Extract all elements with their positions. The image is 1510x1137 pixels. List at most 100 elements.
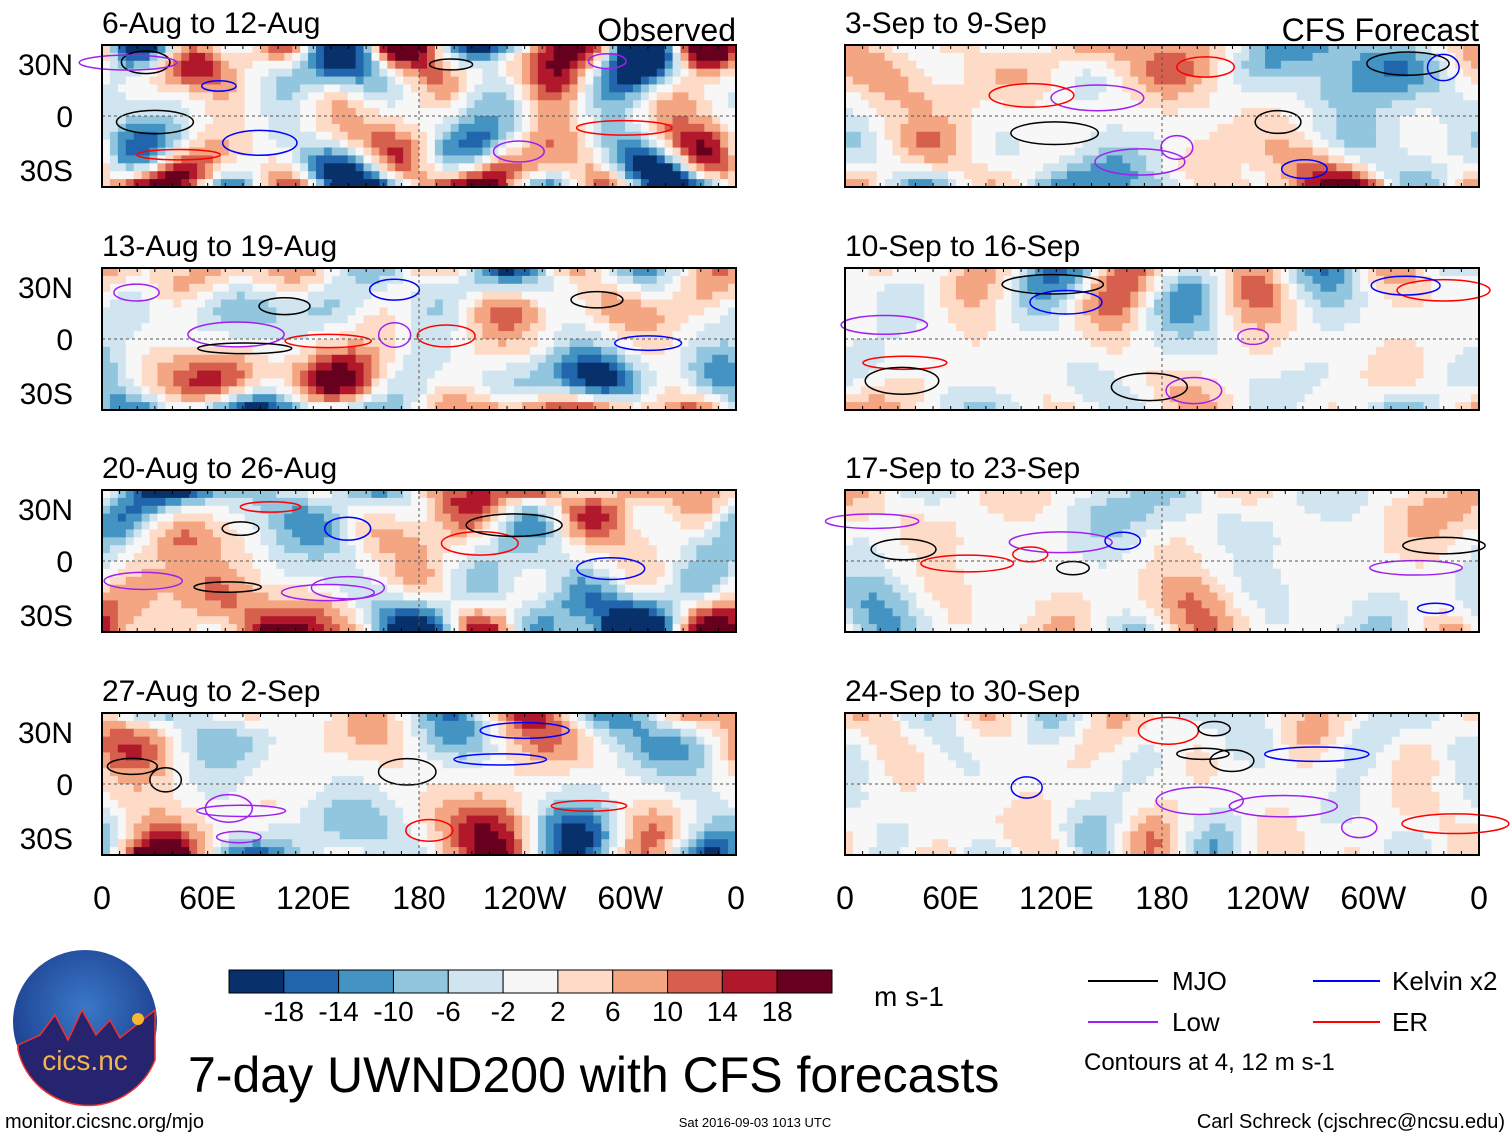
heatmap-cell — [720, 84, 729, 93]
heatmap-cell — [284, 331, 293, 340]
heatmap-cell — [411, 505, 420, 515]
heatmap-cell — [704, 291, 713, 301]
heatmap-cell — [355, 92, 365, 101]
heatmap-cell — [625, 608, 634, 617]
heatmap-cell — [323, 291, 333, 301]
heatmap-cell — [450, 744, 460, 754]
heatmap-cell — [648, 624, 658, 633]
heatmap-cell — [466, 490, 476, 499]
heatmap-cell — [672, 505, 682, 515]
heatmap-cell — [102, 728, 111, 738]
heatmap-cell — [498, 179, 507, 188]
heatmap-cell — [482, 45, 491, 54]
heatmap-cell — [292, 513, 301, 523]
heatmap-cell — [712, 386, 721, 395]
heatmap-cell — [434, 299, 444, 309]
heatmap-cell — [704, 346, 713, 356]
heatmap-cell — [704, 123, 713, 133]
heatmap-cell — [720, 521, 729, 531]
heatmap-cell — [125, 163, 135, 172]
heatmap-cell — [482, 315, 491, 324]
heatmap-cell — [720, 323, 729, 332]
heatmap-cell — [323, 402, 333, 411]
heatmap-cell — [728, 323, 737, 332]
heatmap-cell — [577, 84, 587, 93]
heatmap-cell — [640, 616, 650, 625]
heatmap-cell — [387, 84, 396, 93]
heatmap-cell — [411, 171, 420, 180]
heatmap-cell — [482, 283, 491, 293]
heatmap-cell — [212, 545, 222, 554]
heatmap-cell — [379, 545, 388, 554]
heatmap-cell — [149, 561, 159, 570]
heatmap-cell — [189, 291, 198, 301]
heatmap-cell — [617, 283, 626, 293]
heatmap-cell — [355, 624, 365, 633]
heatmap-cell — [292, 100, 301, 109]
heatmap-cell — [529, 728, 539, 738]
heatmap-cell — [276, 521, 285, 531]
heatmap-cell — [331, 52, 341, 62]
heatmap-cell — [315, 339, 325, 348]
heatmap-cell — [102, 283, 111, 293]
heatmap-cell — [252, 52, 262, 62]
heatmap-cell — [482, 736, 491, 746]
heatmap-cell — [712, 84, 721, 93]
heatmap-cell — [561, 370, 571, 380]
heatmap-cell — [529, 171, 539, 180]
heatmap-cell — [109, 720, 119, 730]
heatmap-cell — [292, 584, 301, 594]
heatmap-cell — [426, 553, 436, 562]
heatmap-cell — [117, 553, 127, 562]
heatmap-cell — [205, 370, 214, 380]
heatmap-cell — [529, 608, 539, 617]
heatmap-cell — [426, 713, 436, 722]
heatmap-cell — [244, 362, 254, 372]
heatmap-cell — [315, 537, 325, 546]
heatmap-cell — [157, 179, 166, 188]
heatmap-cell — [609, 592, 618, 602]
heatmap-cell — [466, 139, 476, 149]
heatmap-cell — [268, 600, 277, 609]
heatmap-cell — [537, 307, 547, 316]
heatmap-cell — [157, 521, 166, 531]
heatmap-cell — [577, 497, 587, 507]
heatmap-cell — [458, 608, 468, 617]
heatmap-cell — [276, 370, 285, 380]
heatmap-cell — [331, 92, 341, 101]
heatmap-cell — [640, 545, 650, 554]
heatmap-cell — [720, 100, 729, 109]
heatmap-cell — [228, 52, 238, 62]
heatmap-cell — [300, 147, 309, 157]
heatmap-cell — [585, 505, 594, 515]
heatmap-cell — [133, 307, 143, 316]
heatmap-cell — [450, 323, 460, 332]
heatmap-cell — [403, 608, 412, 617]
heatmap-cell — [498, 171, 507, 180]
heatmap-cell — [585, 179, 594, 188]
heatmap-cell — [347, 68, 357, 78]
heatmap-cell — [625, 307, 634, 316]
heatmap-cell — [680, 68, 690, 78]
heatmap-cell — [268, 521, 277, 531]
heatmap-cell — [553, 307, 563, 316]
heatmap-cell — [244, 354, 254, 364]
heatmap-cell — [260, 68, 270, 78]
heatmap-cell — [315, 616, 325, 625]
heatmap-cell — [244, 521, 254, 531]
heatmap-cell — [395, 179, 404, 188]
heatmap-cell — [165, 505, 174, 515]
heatmap-cell — [545, 537, 555, 546]
heatmap-cell — [458, 513, 468, 523]
heatmap-cell — [300, 394, 309, 403]
heatmap-cell — [522, 315, 531, 324]
heatmap-cell — [506, 728, 515, 738]
heatmap-cell — [466, 720, 476, 730]
heatmap-cell — [593, 545, 602, 554]
heatmap-cell — [189, 362, 198, 372]
heatmap-cell — [220, 378, 230, 387]
heatmap-cell — [577, 736, 587, 746]
heatmap-cell — [292, 60, 301, 70]
heatmap-cell — [109, 553, 119, 562]
heatmap-cell — [506, 339, 515, 348]
